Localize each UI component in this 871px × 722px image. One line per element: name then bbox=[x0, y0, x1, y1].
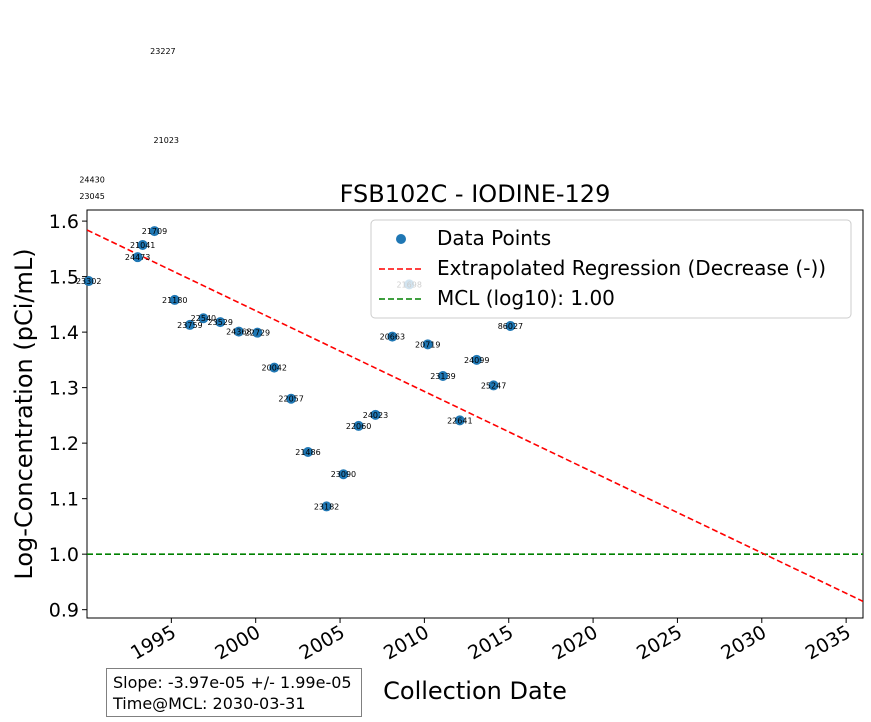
x-tick-label: 2000 bbox=[211, 621, 264, 664]
data-point-label: 23227 bbox=[150, 47, 175, 56]
y-tick-label: 1.6 bbox=[49, 211, 79, 233]
data-point-label: 22641 bbox=[447, 416, 472, 425]
legend-frame bbox=[370, 219, 852, 319]
data-point-label: 24368 bbox=[226, 328, 251, 337]
data-point-label: 22729 bbox=[245, 329, 270, 338]
data-point bbox=[169, 294, 180, 305]
data-point-label: 24099 bbox=[464, 356, 489, 365]
data-point bbox=[505, 321, 516, 332]
x-tick-label: 2015 bbox=[464, 621, 517, 664]
data-point bbox=[269, 362, 280, 373]
y-tick-label: 0.9 bbox=[49, 600, 79, 622]
data-point-label: 86027 bbox=[498, 322, 523, 331]
data-point-label: 20042 bbox=[262, 364, 287, 373]
data-point bbox=[353, 420, 364, 431]
data-point bbox=[370, 409, 381, 420]
data-point bbox=[215, 317, 226, 328]
data-point bbox=[471, 354, 482, 365]
x-tick-label: 2025 bbox=[633, 621, 686, 664]
data-point-label: 20719 bbox=[415, 340, 440, 349]
data-point bbox=[286, 393, 297, 404]
data-point-label: 23090 bbox=[331, 470, 356, 479]
data-point-label: 21041 bbox=[130, 241, 155, 250]
y-tick-label: 1.0 bbox=[49, 544, 79, 566]
y-tick-label: 1.3 bbox=[49, 378, 79, 400]
stats-box: Slope: -3.97e-05 +/- 1.99e-05 Time@MCL: … bbox=[106, 668, 362, 717]
time-at-mcl-text: Time@MCL: 2030-03-31 bbox=[113, 694, 306, 713]
data-point-label: 23759 bbox=[177, 321, 202, 330]
data-point bbox=[137, 239, 148, 250]
legend: Data Points Extrapolated Regression (Dec… bbox=[370, 219, 852, 319]
data-point-label: 24430 bbox=[79, 176, 104, 185]
x-axis-ticks: 1995 2000 2005 2010 2015 2020 2025 2030 2035 bbox=[127, 618, 855, 665]
data-point-label: 25247 bbox=[481, 381, 506, 390]
chart-title: FSB102C - IODINE-129 bbox=[340, 180, 611, 208]
y-tick-label: 1.4 bbox=[49, 322, 79, 344]
x-tick-label: 2035 bbox=[802, 621, 855, 664]
x-tick-label: 1995 bbox=[127, 621, 180, 664]
outside-labels: 23045 24430 21023 23227 bbox=[79, 47, 179, 201]
y-tick-label: 1.2 bbox=[49, 433, 79, 455]
regression-dashed-line bbox=[87, 229, 863, 603]
y-tick-label: 1.1 bbox=[49, 489, 79, 511]
data-point-label: 22540 bbox=[191, 314, 216, 323]
data-point bbox=[454, 415, 465, 426]
y-axis-label: Log-Concentration (pCi/mL) bbox=[10, 248, 38, 579]
data-point bbox=[184, 319, 195, 330]
data-point-label: 23302 bbox=[76, 277, 101, 286]
data-point bbox=[302, 447, 313, 458]
legend-label-regression: Extrapolated Regression (Decrease (-)) bbox=[437, 256, 826, 280]
y-tick-label: 1.5 bbox=[49, 267, 79, 289]
data-point bbox=[437, 370, 448, 381]
data-point bbox=[83, 276, 94, 287]
data-point-label: 23045 bbox=[79, 192, 104, 201]
data-point-label: 24473 bbox=[125, 253, 150, 262]
data-point bbox=[488, 380, 499, 391]
data-point bbox=[321, 501, 332, 512]
data-point-label: 22057 bbox=[278, 395, 303, 404]
data-point-label: 21709 bbox=[142, 227, 167, 236]
data-point-label: 23529 bbox=[208, 318, 233, 327]
data-point-label: 23182 bbox=[314, 502, 339, 511]
data-point bbox=[338, 469, 349, 480]
legend-label-mcl: MCL (log10): 1.00 bbox=[437, 286, 615, 310]
data-point bbox=[149, 226, 160, 237]
x-tick-label: 2010 bbox=[380, 621, 433, 664]
data-point bbox=[132, 252, 143, 263]
data-point bbox=[233, 326, 244, 337]
data-point-label: 24023 bbox=[363, 411, 388, 420]
y-axis-ticks: 0.9 1.0 1.1 1.2 1.3 1.4 1.5 1.6 bbox=[49, 211, 87, 622]
x-tick-label: 2020 bbox=[549, 621, 602, 664]
data-points: 23302 24473 21041 21709 21180 237592254023529… bbox=[76, 226, 523, 512]
legend-label-data-points: Data Points bbox=[437, 226, 551, 250]
x-tick-label: 2005 bbox=[296, 621, 349, 664]
x-axis-label: Collection Date bbox=[383, 677, 567, 705]
data-point bbox=[387, 331, 398, 342]
data-point bbox=[198, 313, 209, 324]
slope-text: Slope: -3.97e-05 +/- 1.99e-05 bbox=[113, 673, 352, 692]
data-point bbox=[252, 327, 263, 338]
data-point bbox=[422, 339, 433, 350]
data-point-label: 21486 bbox=[295, 448, 320, 457]
data-point-label: 21180 bbox=[162, 296, 187, 305]
data-point-label: 22060 bbox=[346, 422, 371, 431]
data-point-label: 20663 bbox=[380, 333, 405, 342]
data-point-label: 21023 bbox=[154, 136, 179, 145]
x-tick-label: 2030 bbox=[717, 621, 770, 664]
data-point-label: 23139 bbox=[430, 372, 455, 381]
legend-marker-data-points bbox=[396, 234, 406, 244]
regression-line bbox=[87, 229, 863, 603]
